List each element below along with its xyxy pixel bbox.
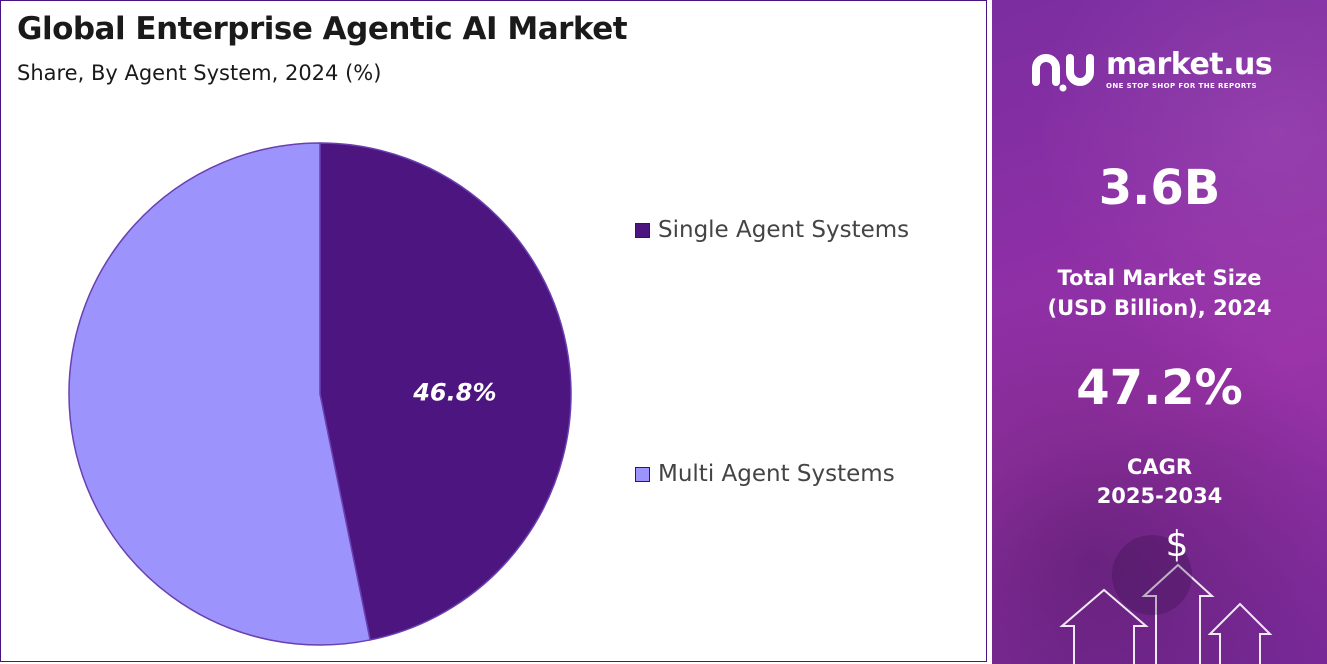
legend-swatch-multi-agent-systems: [635, 466, 650, 482]
market-us-logo-icon: [1032, 54, 1094, 92]
chart-subtitle: Share, By Agent System, 2024 (%): [17, 61, 382, 85]
pie-slice-multi-agent-systems: [68, 142, 372, 646]
cagr-label: CAGR: [1126, 455, 1193, 479]
summary-sidebar: market.us ONE STOP SHOP FOR THE REPORTS …: [992, 0, 1327, 664]
brand-tagline: ONE STOP SHOP FOR THE REPORTS: [1106, 82, 1257, 90]
legend-label-single-agent-systems: Single Agent Systems: [658, 217, 910, 243]
legend-swatch-single-agent-systems: [635, 222, 650, 238]
up-arrow-icon: [1207, 602, 1273, 664]
pie-data-label-single-agent-systems: 46.8%: [412, 378, 496, 406]
pie-chart: 46.8%: [68, 142, 572, 646]
legend-item-multi-agent-systems: Multi Agent Systems: [635, 461, 895, 487]
chart-panel: Global Enterprise Agentic AI Market Shar…: [0, 0, 987, 662]
up-arrow-icon: [1059, 588, 1149, 664]
market-size-value: 3.6B: [1098, 160, 1221, 216]
chart-title: Global Enterprise Agentic AI Market: [17, 11, 628, 47]
legend-item-single-agent-systems: Single Agent Systems: [635, 217, 909, 243]
brand-name: market.us: [1106, 47, 1273, 82]
legend-label-multi-agent-systems: Multi Agent Systems: [658, 461, 895, 487]
market-us-logo: market.us ONE STOP SHOP FOR THE REPORTS: [1030, 47, 1273, 92]
decorative-arrows: [1059, 535, 1273, 664]
decorative-circle: [1112, 535, 1192, 615]
up-arrow-icon: [1141, 563, 1215, 664]
cagr-value: 47.2%: [1076, 360, 1243, 416]
market-size-label-line1: Total Market Size: [1057, 266, 1262, 290]
pie-slice-single-agent-systems: [319, 142, 572, 641]
dollar-sign-icon: $: [1165, 524, 1189, 565]
cagr-period: 2025-2034: [1096, 484, 1223, 508]
sidebar-background-shade: [992, 0, 1327, 664]
market-size-label-line2: (USD Billion), 2024: [1047, 296, 1272, 320]
